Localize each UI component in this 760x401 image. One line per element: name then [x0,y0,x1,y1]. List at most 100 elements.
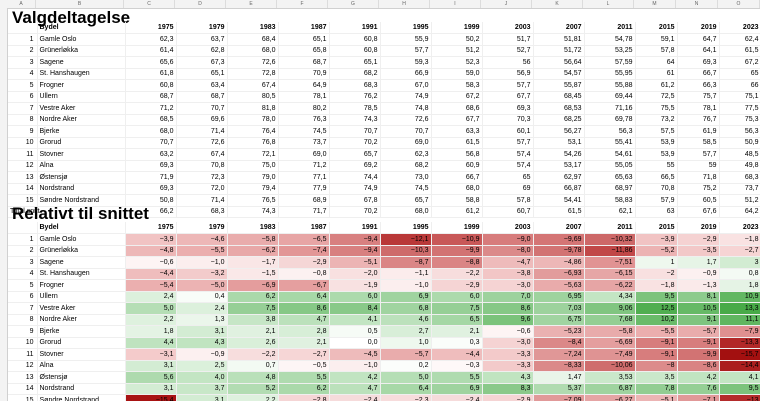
row-index[interactable]: 5 [8,279,38,292]
value-cell[interactable]: 50,2 [431,33,483,46]
value-cell[interactable]: −1,8 [719,233,760,246]
value-cell[interactable]: 9,5 [719,383,760,395]
row-index[interactable]: 12 [8,360,38,372]
value-cell[interactable]: 5,5 [278,371,330,384]
value-cell[interactable]: 12,5 [635,302,678,315]
value-cell[interactable]: 5,6 [125,371,177,384]
value-cell[interactable]: 68,45 [533,91,585,103]
row-index[interactable]: 12 [8,160,38,172]
value-cell[interactable]: 71,16 [584,102,636,115]
value-cell[interactable]: 67,4 [176,148,228,161]
value-cell[interactable]: 56,8 [431,148,483,161]
value-cell[interactable]: 3,8 [227,314,279,326]
value-cell[interactable]: 56 [482,56,534,69]
header-year[interactable]: 1983 [227,222,279,234]
bydel-name[interactable]: Østensjø [37,371,126,384]
value-cell[interactable]: 67,7 [431,114,483,126]
value-cell[interactable]: 68,2 [329,68,381,80]
value-cell[interactable]: 2,7 [380,325,432,338]
value-cell[interactable]: 68,25 [533,114,585,126]
value-cell[interactable]: 65,7 [329,148,381,161]
value-cell[interactable]: 4,7 [329,383,381,395]
value-cell[interactable]: 10,2 [635,314,678,326]
column-header-b[interactable]: B [36,0,124,8]
value-cell[interactable]: −6,69 [584,337,636,349]
value-cell[interactable]: −4,6 [176,233,228,246]
value-cell[interactable]: 6,4 [380,383,432,395]
row-index[interactable]: 5 [8,79,38,92]
value-cell[interactable]: 61,9 [677,125,720,138]
bydel-name[interactable]: Søndre Nordstrand [37,394,126,401]
value-cell[interactable]: −8,6 [677,360,720,372]
value-cell[interactable]: 73,7 [719,183,760,195]
bydel-name[interactable]: Alna [37,360,126,372]
value-cell[interactable]: 69,3 [482,102,534,115]
value-cell[interactable]: 54,26 [533,148,585,161]
value-cell[interactable]: 57,59 [584,56,636,69]
value-cell[interactable]: −3,8 [482,268,534,280]
value-cell[interactable]: 62,3 [380,148,432,161]
value-cell[interactable]: 58,8 [431,194,483,207]
value-cell[interactable]: 57,4 [482,160,534,172]
value-cell[interactable]: −10,32 [584,233,636,246]
value-cell[interactable]: −2,9 [677,233,720,246]
value-cell[interactable]: 53,17 [533,160,585,172]
value-cell[interactable]: 57,7 [677,148,720,161]
value-cell[interactable]: 68,3 [329,79,381,92]
value-cell[interactable]: 76,2 [329,91,381,103]
bydel-name[interactable]: Nordstrand [37,183,126,195]
total-value[interactable]: 61,2 [431,206,483,218]
value-cell[interactable]: 65,7 [380,194,432,207]
value-cell[interactable]: 50,8 [125,194,177,207]
value-cell[interactable]: 69,0 [380,137,432,149]
value-cell[interactable]: 57,7 [482,79,534,92]
value-cell[interactable]: 2,1 [278,337,330,349]
value-cell[interactable]: 10,5 [677,302,720,315]
value-cell[interactable]: 6,9 [380,291,432,303]
column-header-c[interactable]: C [124,0,175,8]
total-value[interactable]: 61,5 [533,206,585,218]
value-cell[interactable]: 68,9 [278,194,330,207]
bydel-name[interactable]: Nordre Aker [37,314,126,326]
value-cell[interactable]: 71,2 [278,160,330,172]
value-cell[interactable]: −10,3 [380,245,432,257]
row-index[interactable]: 9 [8,125,38,138]
value-cell[interactable]: −1,3 [677,279,720,292]
value-cell[interactable]: 10,9 [719,291,760,303]
value-cell[interactable]: −6,7 [278,279,330,292]
value-cell[interactable]: −8 [635,360,678,372]
value-cell[interactable]: −2 [635,268,678,280]
value-cell[interactable]: 57,9 [635,194,678,207]
value-cell[interactable]: −7,51 [584,256,636,269]
value-cell[interactable]: 65,1 [176,68,228,80]
column-header-e[interactable]: E [226,0,277,8]
value-cell[interactable]: 6,9 [431,383,483,395]
total-value[interactable]: 68,0 [380,206,432,218]
value-cell[interactable]: 77,9 [278,183,330,195]
value-cell[interactable]: 1 [635,256,678,269]
value-cell[interactable]: 2,5 [176,360,228,372]
row-index[interactable]: 3 [8,256,38,269]
value-cell[interactable]: 69,0 [278,148,330,161]
column-header-n[interactable]: N [676,0,718,8]
value-cell[interactable]: 78,0 [227,114,279,126]
value-cell[interactable]: 72,3 [176,171,228,184]
bydel-name[interactable]: Nordstrand [37,383,126,395]
value-cell[interactable]: 76,3 [278,114,330,126]
value-cell[interactable]: −8,33 [533,360,585,372]
value-cell[interactable]: 65 [482,171,534,184]
value-cell[interactable]: 74,9 [380,91,432,103]
value-cell[interactable]: 0,8 [719,268,760,280]
value-cell[interactable]: −7,9 [719,325,760,338]
value-cell[interactable]: 78,5 [329,102,381,115]
value-cell[interactable]: 71,4 [176,125,228,138]
header-year[interactable]: 2003 [482,222,534,234]
bydel-name[interactable]: Grünerløkka [37,245,126,257]
value-cell[interactable]: 58,3 [431,79,483,92]
value-cell[interactable]: −1,8 [635,279,678,292]
value-cell[interactable]: −2,2 [227,348,279,361]
value-cell[interactable]: −2,9 [431,279,483,292]
row-index[interactable]: 2 [8,45,38,57]
value-cell[interactable]: 1,8 [125,325,177,338]
value-cell[interactable]: 54,57 [533,68,585,80]
